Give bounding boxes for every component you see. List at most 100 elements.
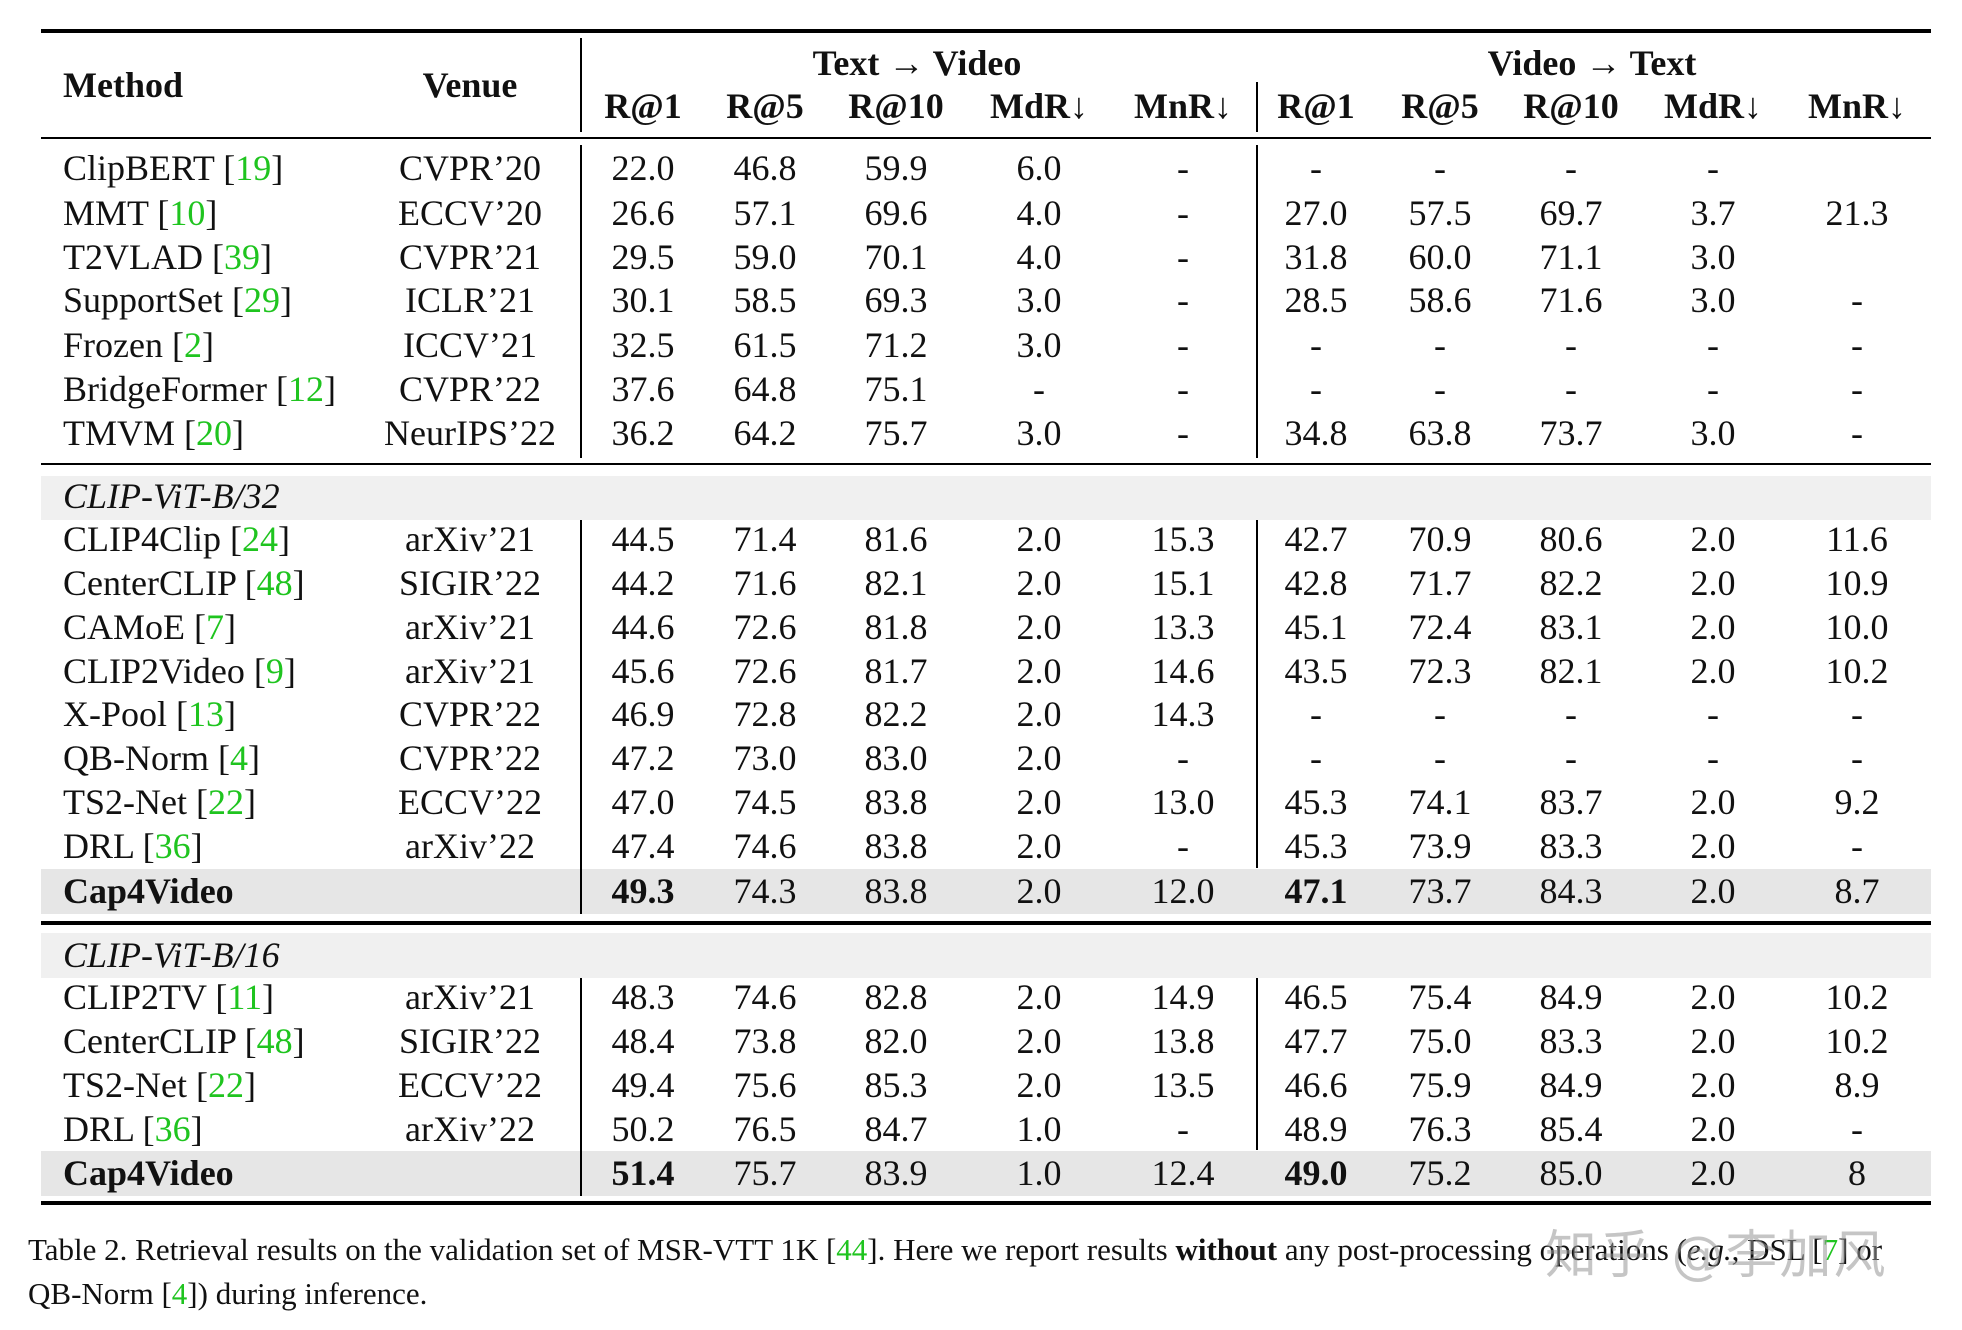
v2t-value: 82.2	[1539, 563, 1603, 603]
section-rule	[41, 463, 1931, 465]
citation-link[interactable]: 7	[206, 607, 225, 647]
v2t-value: 42.8	[1284, 563, 1348, 603]
citation-link[interactable]: 36	[154, 826, 191, 866]
v2t-value: 84.9	[1539, 977, 1603, 1017]
t2v-value: 50.2	[611, 1109, 675, 1149]
bottom-rule	[41, 1201, 1931, 1205]
caption-label: Table 2.	[28, 1232, 128, 1267]
citation-link[interactable]: 2	[183, 325, 202, 365]
venue: CVPR’22	[398, 738, 542, 778]
v2t-value: 28.5	[1284, 280, 1348, 320]
t2v-value: 74.3	[733, 871, 797, 911]
method-name: CLIP4Clip [24]	[63, 519, 291, 559]
v2t-value: 2.0	[1690, 826, 1736, 866]
t2v-value: 74.5	[733, 782, 797, 822]
v2t-value: -	[1851, 694, 1863, 734]
t2v-value: 72.8	[733, 694, 797, 734]
t2v-value: 81.6	[864, 519, 928, 559]
citation-link[interactable]: 44	[836, 1232, 868, 1267]
t2v-value: -	[1177, 413, 1189, 453]
t2v-value: 69.3	[864, 280, 928, 320]
t2v-value: 51.4	[611, 1153, 675, 1193]
t2v-value: 74.6	[733, 977, 797, 1017]
venue: CVPR’21	[398, 237, 542, 277]
v2t-value: 46.5	[1284, 977, 1348, 1017]
v2t-value: 3.7	[1690, 193, 1736, 233]
citation-link[interactable]: 4	[171, 1276, 188, 1311]
column-divider	[1256, 82, 1258, 132]
t2v-value: 44.2	[611, 563, 675, 603]
v2t-value: -	[1310, 325, 1322, 365]
v2t-value: -	[1434, 325, 1446, 365]
header-metric: R@1	[604, 86, 682, 126]
venue: ICLR’21	[405, 280, 535, 320]
citation-link[interactable]: 7	[1822, 1232, 1839, 1267]
method-name: QB-Norm [4]	[63, 738, 260, 778]
t2v-value: 2.0	[1016, 738, 1062, 778]
v2t-value: 2.0	[1690, 563, 1736, 603]
citation-link[interactable]: 11	[227, 977, 263, 1017]
v2t-value: -	[1565, 325, 1577, 365]
v2t-value: 83.7	[1539, 782, 1603, 822]
v2t-value: 8.7	[1834, 871, 1880, 911]
citation-link[interactable]: 39	[223, 237, 260, 277]
v2t-value: 2.0	[1690, 607, 1736, 647]
column-divider	[580, 978, 582, 1196]
v2t-value: -	[1707, 738, 1719, 778]
t2v-value: 30.1	[611, 280, 675, 320]
v2t-value: 47.1	[1284, 871, 1348, 911]
citation-link[interactable]: 13	[188, 694, 225, 734]
v2t-value: 75.4	[1408, 977, 1472, 1017]
citation-link[interactable]: 20	[196, 413, 233, 453]
v2t-value: 73.7	[1539, 413, 1603, 453]
v2t-value: 49.0	[1284, 1153, 1348, 1193]
t2v-value: 14.6	[1151, 651, 1215, 691]
citation-link[interactable]: 22	[207, 1065, 244, 1105]
t2v-value: 64.2	[733, 413, 797, 453]
section-rule	[41, 921, 1931, 925]
v2t-value: 10.9	[1825, 563, 1889, 603]
t2v-value: 72.6	[733, 607, 797, 647]
citation-link[interactable]: 12	[287, 369, 324, 409]
v2t-value: 83.3	[1539, 1021, 1603, 1061]
citation-link[interactable]: 48	[256, 563, 293, 603]
t2v-value: 83.8	[864, 782, 928, 822]
citation-link[interactable]: 4	[230, 738, 248, 778]
v2t-value: 2.0	[1690, 651, 1736, 691]
citation-link[interactable]: 22	[207, 782, 244, 822]
v2t-value: -	[1565, 738, 1577, 778]
t2v-value: 2.0	[1016, 826, 1062, 866]
v2t-value: -	[1565, 694, 1577, 734]
v2t-value: 72.3	[1408, 651, 1472, 691]
method-name: TS2-Net [22]	[63, 1065, 256, 1105]
citation-link[interactable]: 19	[235, 148, 272, 188]
citation-link[interactable]: 10	[169, 193, 206, 233]
citation-link[interactable]: 36	[154, 1109, 191, 1149]
t2v-value: 3.0	[1016, 413, 1062, 453]
v2t-value: 10.2	[1825, 1021, 1889, 1061]
v2t-value: -	[1851, 826, 1863, 866]
v2t-value: 83.1	[1539, 607, 1603, 647]
v2t-value: 58.6	[1408, 280, 1472, 320]
t2v-value: 75.1	[864, 369, 928, 409]
t2v-value: 46.9	[611, 694, 675, 734]
t2v-value: 29.5	[611, 237, 675, 277]
method-name: MMT [10]	[63, 193, 218, 233]
citation-link[interactable]: 48	[256, 1021, 293, 1061]
t2v-value: 82.8	[864, 977, 928, 1017]
citation-link[interactable]: 9	[265, 651, 284, 691]
method-name: TS2-Net [22]	[63, 782, 256, 822]
t2v-value: 37.6	[611, 369, 675, 409]
method-name: CAMoE [7]	[63, 607, 237, 647]
t2v-value: 83.0	[864, 738, 928, 778]
header-metric: R@1	[1277, 86, 1355, 126]
method-name: X-Pool [13]	[63, 694, 237, 734]
v2t-value: 72.4	[1408, 607, 1472, 647]
v2t-value: 2.0	[1690, 1153, 1736, 1193]
highlight-band	[41, 869, 1931, 914]
method-name-ours: Cap4Video	[63, 871, 234, 911]
citation-link[interactable]: 29	[244, 280, 281, 320]
citation-link[interactable]: 24	[242, 519, 279, 559]
v2t-value: -	[1310, 369, 1322, 409]
v2t-value: 45.3	[1284, 826, 1348, 866]
